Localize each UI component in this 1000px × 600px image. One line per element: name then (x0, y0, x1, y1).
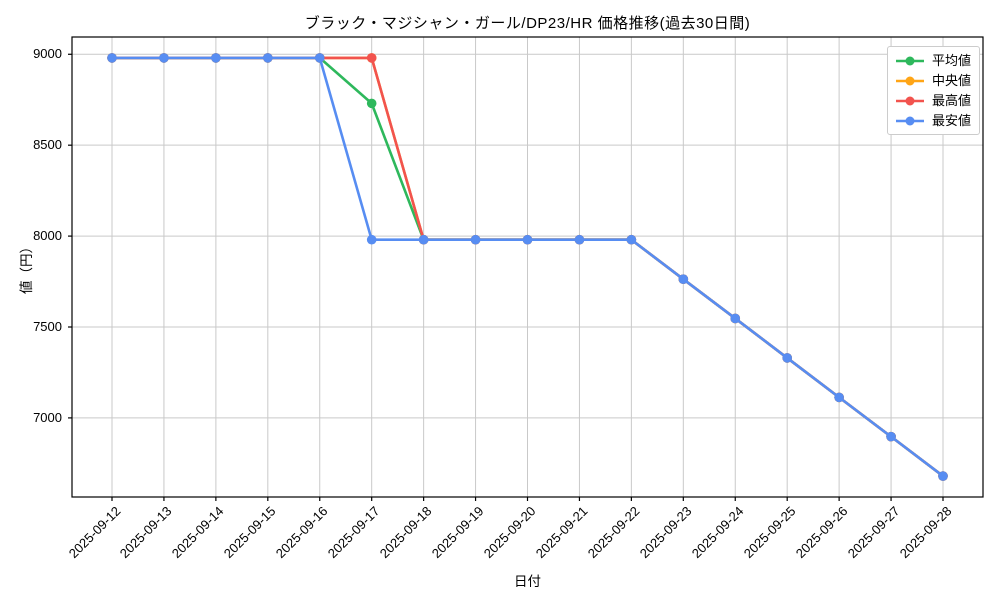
data-point-min (886, 431, 896, 442)
x-axis-label: 日付 (514, 574, 541, 589)
y-tick-label: 7000 (33, 409, 62, 425)
data-point-min (626, 234, 637, 245)
legend-item-max: 最高値 (895, 92, 971, 109)
legend-label-avg: 平均値 (932, 53, 972, 68)
data-point-min (314, 53, 325, 63)
legend-marker-median (896, 76, 924, 85)
data-point-min (574, 234, 585, 245)
y-axis-label: 値（円） (19, 240, 34, 294)
data-point-min (834, 392, 844, 403)
legend-marker-max (896, 96, 924, 105)
legend-item-avg: 平均値 (895, 52, 971, 69)
legend: 平均値中央値最高値最安値 (887, 46, 981, 135)
data-point-min (782, 353, 792, 363)
data-point-min (211, 53, 221, 63)
chart-title: ブラック・マジシャン・ガール/DP23/HR 価格推移(過去30日間) (304, 15, 751, 32)
data-point-min (159, 53, 169, 63)
data-point-min (522, 234, 533, 245)
y-tick-label: 9000 (33, 46, 62, 62)
data-point-min (938, 471, 948, 481)
axes-frame (71, 36, 984, 498)
data-point-min (263, 53, 273, 63)
data-point-min (418, 234, 429, 245)
data-point-min (678, 274, 689, 284)
y-tick-label: 8000 (33, 228, 62, 244)
legend-item-min: 最安値 (895, 112, 971, 129)
legend-marker-min (896, 116, 924, 125)
legend-label-min: 最安値 (932, 113, 972, 128)
legend-label-max: 最高値 (932, 93, 972, 108)
data-point-min (470, 234, 481, 245)
y-tick-label: 7500 (33, 319, 62, 334)
data-point-avg (366, 98, 377, 109)
y-tick-label: 8500 (33, 137, 62, 153)
data-point-max (366, 53, 377, 63)
data-point-min (730, 313, 741, 324)
data-point-min (107, 53, 117, 63)
legend-label-median: 中央値 (932, 73, 972, 88)
legend-marker-avg (896, 56, 924, 65)
legend-item-median: 中央値 (895, 72, 971, 89)
data-point-min (366, 234, 377, 245)
